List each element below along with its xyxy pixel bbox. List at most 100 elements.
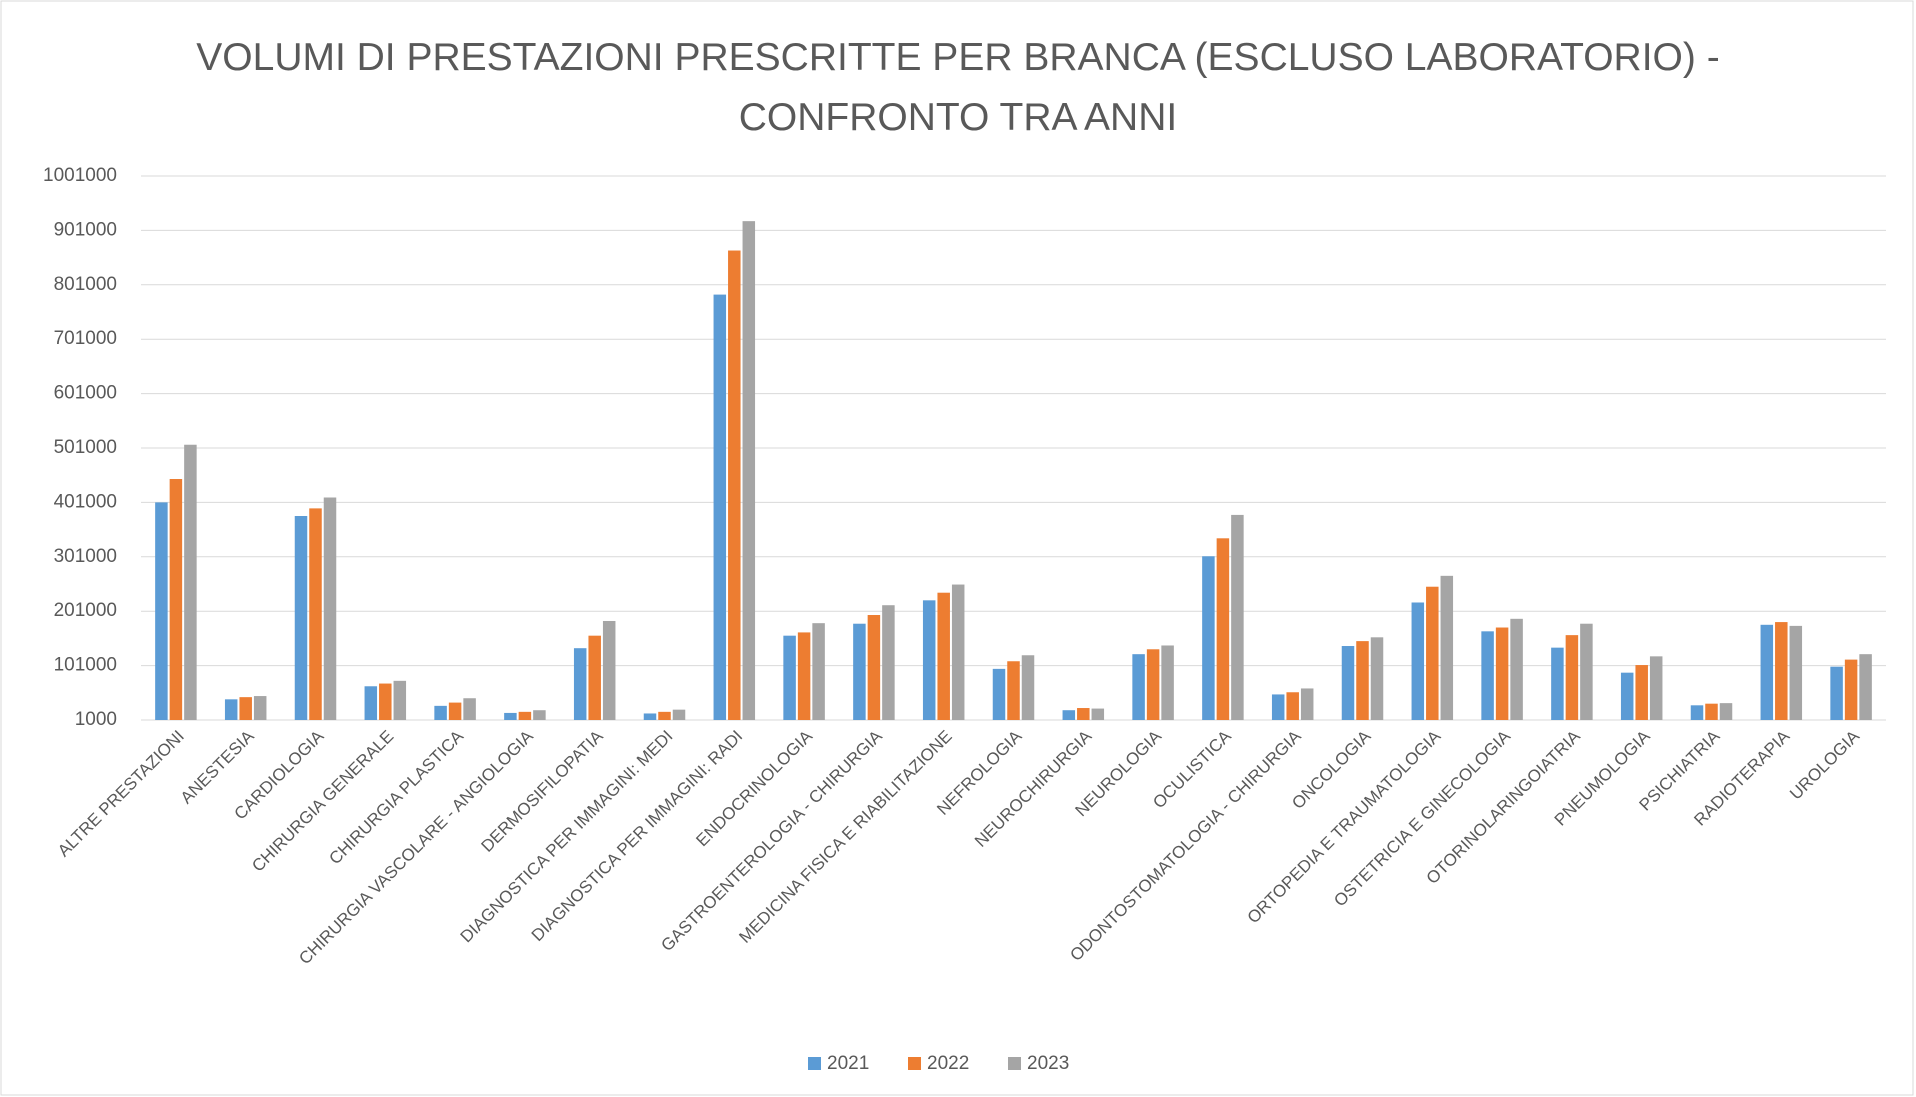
bar: [937, 592, 950, 720]
bar: [573, 648, 587, 720]
bar: [533, 710, 546, 720]
y-tick-label: 501000: [54, 437, 117, 458]
bar: [463, 698, 476, 720]
y-tick-label: 601000: [54, 383, 117, 404]
y-tick-label: 201000: [54, 600, 117, 621]
bar: [812, 623, 825, 720]
chart-title: VOLUMI DI PRESTAZIONI PRESCRITTE PER BRA…: [196, 36, 1720, 139]
bar: [882, 605, 895, 720]
bar: [1426, 586, 1439, 720]
bar: [1495, 627, 1509, 720]
bar: [1161, 645, 1174, 720]
bar: [1440, 575, 1454, 720]
bar: [1775, 622, 1788, 720]
bar: [1620, 672, 1634, 720]
bar: [1481, 631, 1494, 720]
y-tick-label: 301000: [54, 546, 117, 567]
bar: [1132, 654, 1145, 720]
bar: [867, 615, 881, 720]
bar: [951, 584, 965, 720]
bar: [1091, 708, 1105, 720]
bar: [1690, 705, 1704, 720]
legend-swatch: [1008, 1057, 1021, 1070]
bar: [992, 668, 1006, 720]
bar: [364, 686, 378, 720]
bar: [1300, 688, 1314, 720]
bar: [1760, 624, 1774, 720]
bar: [253, 696, 267, 720]
bar: [1510, 618, 1523, 720]
x-tick-label: NEUROCHIRURGIA: [971, 726, 1096, 851]
bar: [1370, 637, 1384, 720]
bar: [434, 705, 447, 720]
bar: [1789, 625, 1803, 720]
x-tick-label: CHIRURGIA GENERALE: [248, 727, 397, 876]
bar: [448, 702, 462, 720]
x-tick-label: ALTRE PRESTAZIONI: [54, 727, 188, 861]
bar: [1551, 647, 1564, 720]
bar: [504, 712, 517, 720]
bar: [1580, 623, 1593, 720]
bar: [309, 508, 322, 720]
bar: [1705, 703, 1718, 720]
y-tick-label: 401000: [54, 491, 117, 512]
y-tick-label: 701000: [54, 328, 117, 349]
y-tick-label: 901000: [54, 219, 117, 240]
bar: [742, 221, 756, 721]
x-tick-label: CHIRURGIA PLASTICA: [325, 726, 467, 868]
bar: [1286, 692, 1299, 720]
bar: [797, 632, 811, 720]
bar: [1231, 514, 1244, 720]
x-tick-label: UROLOGIA: [1786, 726, 1863, 803]
bar: [1062, 710, 1076, 720]
bar: [672, 709, 686, 720]
bar: [658, 711, 671, 720]
x-tick-label: ENDOCRINOLOGIA: [692, 726, 816, 850]
bar: [1844, 659, 1858, 720]
y-tick-label: 1000: [75, 709, 117, 730]
bar: [1649, 656, 1663, 720]
bar: [1830, 666, 1843, 720]
bar: [518, 711, 532, 720]
bar: [713, 294, 727, 720]
bar: [1341, 646, 1355, 720]
bar: [783, 635, 796, 720]
bar: [323, 497, 337, 720]
bar: [1411, 602, 1425, 720]
bar: [239, 697, 252, 720]
bar: [393, 680, 407, 720]
bar: [922, 600, 936, 720]
bar: [588, 635, 601, 720]
bar: [184, 444, 197, 720]
x-tick-label: CHIRURGIA VASCOLARE - ANGIOLOGIA: [295, 726, 537, 968]
bar: [294, 516, 308, 720]
bar: [853, 623, 866, 720]
bar: [155, 502, 168, 720]
legend-label: 2022: [927, 1053, 969, 1074]
bar: [1216, 538, 1230, 720]
x-tick-label: DERMOSIFILOPATIA: [477, 726, 607, 856]
bar: [1202, 556, 1215, 720]
bar: [1635, 665, 1648, 720]
legend-swatch: [908, 1057, 921, 1070]
bar: [1271, 694, 1285, 720]
bar: [1021, 655, 1035, 720]
bar: [643, 713, 657, 720]
bar: [1007, 661, 1020, 720]
y-tick-label: 101000: [54, 655, 117, 676]
bar: [1859, 654, 1872, 720]
legend-swatch: [808, 1057, 821, 1070]
bar: [379, 683, 392, 720]
y-tick-label: 1001000: [43, 165, 117, 186]
bar: [224, 699, 238, 720]
bar: [602, 620, 616, 720]
bar: [1146, 649, 1160, 720]
bar: [1719, 703, 1733, 720]
bar: [1356, 641, 1369, 720]
y-tick-label: 801000: [54, 274, 117, 295]
bar: [1077, 708, 1090, 720]
legend-label: 2023: [1027, 1053, 1069, 1074]
bar: [1565, 635, 1579, 720]
